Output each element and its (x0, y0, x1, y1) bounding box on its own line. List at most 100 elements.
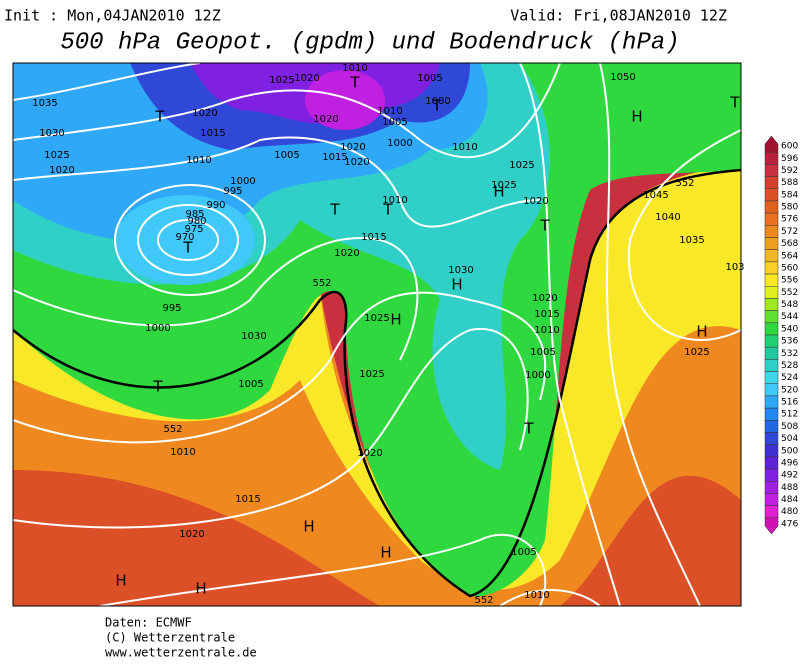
color-legend: 600 596 592 588 584 580 576 572 568 564 560 556 552 5… (764, 135, 798, 535)
legend-swatch (764, 176, 779, 189)
legend-label: 496 (781, 458, 798, 468)
isobar-label: 1025 (509, 160, 534, 171)
isobar-label: 1000 (145, 323, 170, 334)
pressure-center: T (329, 201, 340, 219)
isobar-label: 1025 (269, 75, 294, 86)
legend-swatch (764, 395, 779, 409)
isobar-label: 1020 (334, 248, 359, 259)
legend-swatch (764, 517, 779, 535)
legend-label: 544 (781, 312, 798, 322)
legend-swatch (764, 261, 779, 275)
isobar-label: 1020 (344, 157, 369, 168)
copyright: (C) Wetterzentrale (105, 631, 235, 645)
isobar-label: 1040 (655, 212, 680, 223)
isobar-label: 1010 (342, 63, 367, 74)
isobar-label: 1025 (359, 369, 384, 380)
pressure-center: H (380, 544, 391, 562)
isobar-label: 1010 (170, 447, 195, 458)
legend-label: 492 (781, 471, 798, 481)
isobar-label: 1015 (534, 309, 559, 320)
legend-label: 564 (781, 251, 798, 261)
legend-swatch (764, 493, 779, 506)
legend-swatch (764, 322, 779, 336)
isobar-label: 1020 (179, 529, 204, 540)
legend-label: 500 (781, 446, 798, 456)
legend-label: 488 (781, 483, 798, 493)
legend-label: 556 (781, 276, 798, 286)
legend-swatch (764, 286, 779, 299)
isobar-label: 1020 (523, 196, 548, 207)
legend-label: 584 (781, 190, 798, 200)
pressure-center: H (493, 183, 504, 201)
legend-label: 576 (781, 215, 798, 225)
isobar-label: 1005 (382, 117, 407, 128)
legend-label: 528 (781, 361, 798, 371)
isobar-label: 1010 (377, 106, 402, 117)
legend-label: 588 (781, 178, 798, 188)
legend-label: 520 (781, 385, 798, 395)
pressure-center: T (152, 378, 163, 396)
isobar-label: 1010 (382, 195, 407, 206)
legend-label: 524 (781, 373, 798, 383)
isobar-label: 103 (725, 262, 744, 273)
pressure-center: T (154, 108, 165, 126)
legend-swatch (764, 225, 779, 238)
legend-swatch (764, 481, 779, 494)
legend-swatch (764, 407, 779, 421)
isobar-label: 1030 (39, 128, 64, 139)
legend-swatch (764, 212, 779, 226)
isobar-label: 1005 (417, 73, 442, 84)
map-title: 500 hPa Geopot. (gpdm) und Bodendruck (h… (60, 29, 679, 56)
source: Daten: ECMWF (105, 616, 192, 630)
isobar-label: 1025 (364, 313, 389, 324)
isobar-label: 1025 (44, 150, 69, 161)
isobar-label: 1005 (530, 347, 555, 358)
pressure-center: H (631, 108, 642, 126)
pressure-center: H (115, 572, 126, 590)
legend-swatch (764, 298, 779, 311)
legend-label: 516 (781, 398, 798, 408)
pressure-center: H (696, 323, 707, 341)
legend-swatch (764, 237, 779, 250)
legend-label: 596 (781, 154, 798, 164)
pressure-center: T (729, 94, 740, 112)
legend-swatch (764, 273, 779, 287)
legend-label: 572 (781, 227, 798, 237)
isobar-label: 1015 (361, 232, 386, 243)
isobar-label: 1020 (192, 108, 217, 119)
legend-label: 548 (781, 300, 798, 310)
legend-swatch (764, 334, 779, 348)
valid-time: Valid: Fri,08JAN2010 12Z (510, 7, 727, 25)
isobar-label: 1000 (525, 370, 550, 381)
pressure-center: H (390, 311, 401, 329)
isobar-label: 1015 (200, 128, 225, 139)
legend-label: 512 (781, 410, 798, 420)
isobar-label: 552 (675, 178, 694, 189)
isobar-label: 1010 (534, 325, 559, 336)
legend-swatch (764, 468, 779, 482)
legend-label: 560 (781, 263, 798, 273)
isobar-label: 1025 (491, 180, 516, 191)
legend-label: 568 (781, 239, 798, 249)
legend-swatch (764, 444, 779, 458)
isobar-label: 995 (223, 186, 242, 197)
legend-label: 592 (781, 166, 798, 176)
legend-swatch (764, 371, 779, 384)
legend-swatch (764, 200, 779, 214)
isobar-label: 552 (312, 278, 331, 289)
legend-swatch (764, 310, 779, 324)
isobar-label: 975 (184, 224, 203, 235)
pressure-center: T (431, 97, 442, 115)
isobar-label: 995 (162, 303, 181, 314)
pressure-center: T (182, 239, 193, 257)
legend-label: 476 (781, 519, 798, 529)
isobar-label: 980 (187, 216, 206, 227)
legend-label: 484 (781, 495, 798, 505)
isobar-label: 1005 (511, 547, 536, 558)
legend-label: 540 (781, 324, 798, 334)
pressure-center: T (539, 217, 550, 235)
legend-swatch (764, 456, 779, 470)
